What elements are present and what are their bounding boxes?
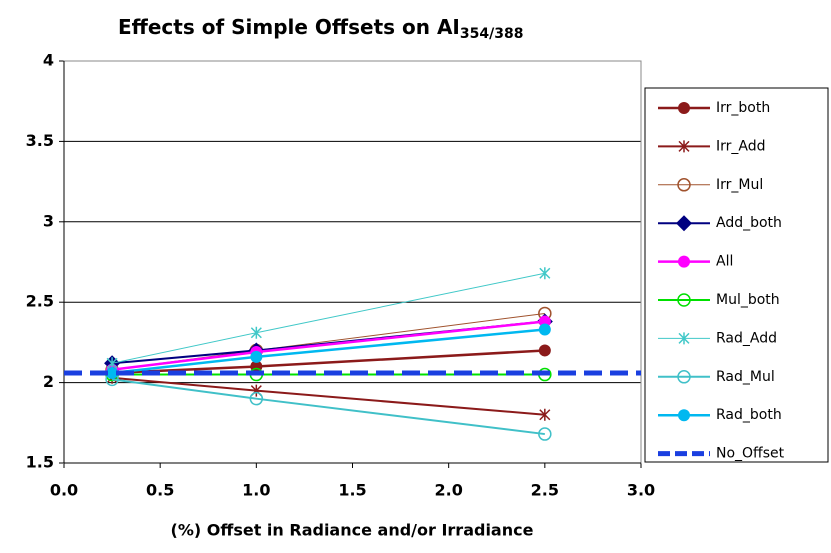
marker [538, 323, 551, 336]
marker [539, 267, 551, 280]
marker [538, 344, 551, 357]
legend-marker [678, 140, 690, 153]
legend-marker [678, 102, 690, 114]
y-tick-label: 2.5 [26, 292, 54, 311]
legend-marker [678, 332, 690, 345]
marker [249, 391, 264, 406]
legend-label: Irr_Mul [716, 177, 763, 193]
x-tick-label: 2.5 [531, 481, 559, 500]
y-tick-label: 3.5 [26, 131, 54, 150]
legend-label: Irr_Add [716, 138, 766, 154]
series-line [111, 376, 545, 416]
x-axis-label: (%) Offset in Radiance and/or Irradiance [171, 521, 534, 540]
legend-marker [678, 255, 690, 268]
chart-title: Effects of Simple Offsets on AI354/388 [118, 15, 523, 43]
y-tick-label: 1.5 [26, 453, 54, 472]
legend-marker [676, 215, 692, 232]
y-tick-label: 2 [43, 372, 54, 391]
x-tick-label: 1.5 [338, 481, 366, 500]
marker [539, 408, 551, 421]
x-tick-label: 0.5 [146, 481, 174, 500]
legend-label: Add_both [716, 215, 782, 231]
legend-marker [677, 370, 691, 384]
plot-border [63, 60, 642, 464]
title-subscript: 354/388 [460, 26, 524, 42]
y-tick-label: 3 [43, 211, 54, 230]
legend-label: All [716, 254, 733, 270]
series-line [111, 328, 545, 375]
legend-marker [677, 178, 691, 192]
x-tick-label: 3.0 [627, 481, 655, 500]
legend-marker [677, 293, 691, 307]
series-line [111, 378, 545, 436]
legend-label: Mul_both [716, 292, 780, 308]
legend-label: Irr_both [716, 100, 770, 116]
title-main: Effects of Simple Offsets on AI [118, 15, 460, 39]
legend-label: Rad_both [716, 407, 782, 423]
legend-box [644, 87, 829, 463]
x-tick-label: 0.0 [50, 481, 78, 500]
y-tick-label: 4 [43, 51, 54, 70]
marker [106, 366, 119, 379]
legend-label: Rad_Add [716, 330, 777, 346]
x-tick-label: 1.0 [242, 481, 270, 500]
legend-label: No_Offset [716, 446, 785, 462]
x-tick-label: 2.0 [434, 481, 462, 500]
legend-label: Rad_Mul [716, 369, 775, 385]
marker [250, 350, 263, 363]
legend-marker [678, 409, 690, 422]
marker [250, 326, 262, 339]
marker [538, 427, 552, 441]
